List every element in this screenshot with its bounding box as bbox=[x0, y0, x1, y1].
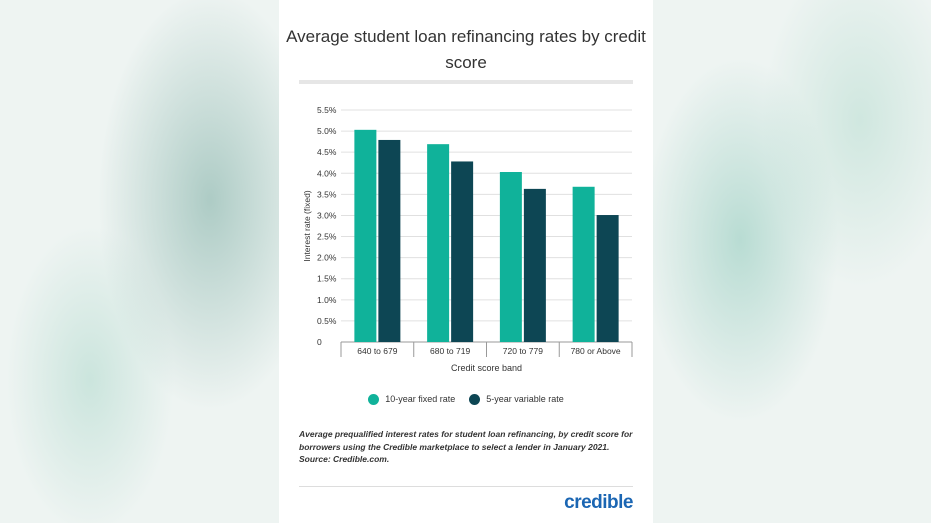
y-tick-label: 4.0% bbox=[317, 168, 337, 178]
y-tick-label: 5.5% bbox=[317, 105, 337, 115]
bar bbox=[596, 215, 619, 342]
source-note: Average prequalified interest rates for … bbox=[299, 429, 633, 464]
legend-label-5-year: 5-year variable rate bbox=[486, 394, 564, 404]
y-tick-label: 1.5% bbox=[317, 274, 337, 284]
x-tick-label: 780 or Above bbox=[571, 346, 621, 356]
y-tick-label: 3.5% bbox=[317, 189, 337, 199]
credible-logo[interactable]: credible bbox=[564, 492, 633, 513]
x-axis-label: Credit score band bbox=[451, 363, 522, 373]
chart-card: Average student loan refinancing rates b… bbox=[279, 0, 653, 523]
chart-title: Average student loan refinancing rates b… bbox=[286, 27, 646, 72]
y-tick-label: 3.0% bbox=[317, 210, 337, 220]
legend-swatch-5-year bbox=[469, 393, 481, 405]
y-tick-label: 0 bbox=[317, 337, 322, 347]
bar-chart: 0 0.5% 1.0% 1.5% 2.0% 2.5% 3.0% 3.5% 4.0% 4.5% 5.0… bbox=[302, 105, 633, 373]
legend-label-10-year: 10-year fixed rate bbox=[385, 394, 456, 404]
footer-divider bbox=[299, 486, 633, 487]
x-tick-label: 640 to 679 bbox=[357, 346, 397, 356]
y-tick-label: 0.5% bbox=[317, 316, 337, 326]
legend-item-10-year: 10-year fixed rate bbox=[368, 393, 456, 405]
y-tick-label: 4.5% bbox=[317, 147, 337, 157]
bar bbox=[354, 129, 377, 342]
bar bbox=[378, 139, 401, 342]
legend-swatch-10-year bbox=[368, 393, 380, 405]
bar bbox=[451, 161, 474, 342]
legend: 10-year fixed rate 5-year variable rate bbox=[279, 392, 653, 406]
legend-item-5-year: 5-year variable rate bbox=[469, 393, 564, 405]
y-tick-label: 5.0% bbox=[317, 126, 337, 136]
title-divider bbox=[299, 80, 633, 84]
y-tick-label: 2.0% bbox=[317, 253, 337, 263]
bar bbox=[499, 172, 522, 342]
y-tick-label: 1.0% bbox=[317, 295, 337, 305]
y-tick-label: 2.5% bbox=[317, 232, 337, 242]
bar bbox=[523, 188, 546, 342]
x-tick-label: 720 to 779 bbox=[503, 346, 543, 356]
bar bbox=[427, 144, 450, 342]
bar bbox=[572, 186, 595, 342]
x-tick-label: 680 to 719 bbox=[430, 346, 470, 356]
y-axis-label: Interest rate (fixed) bbox=[302, 190, 312, 262]
